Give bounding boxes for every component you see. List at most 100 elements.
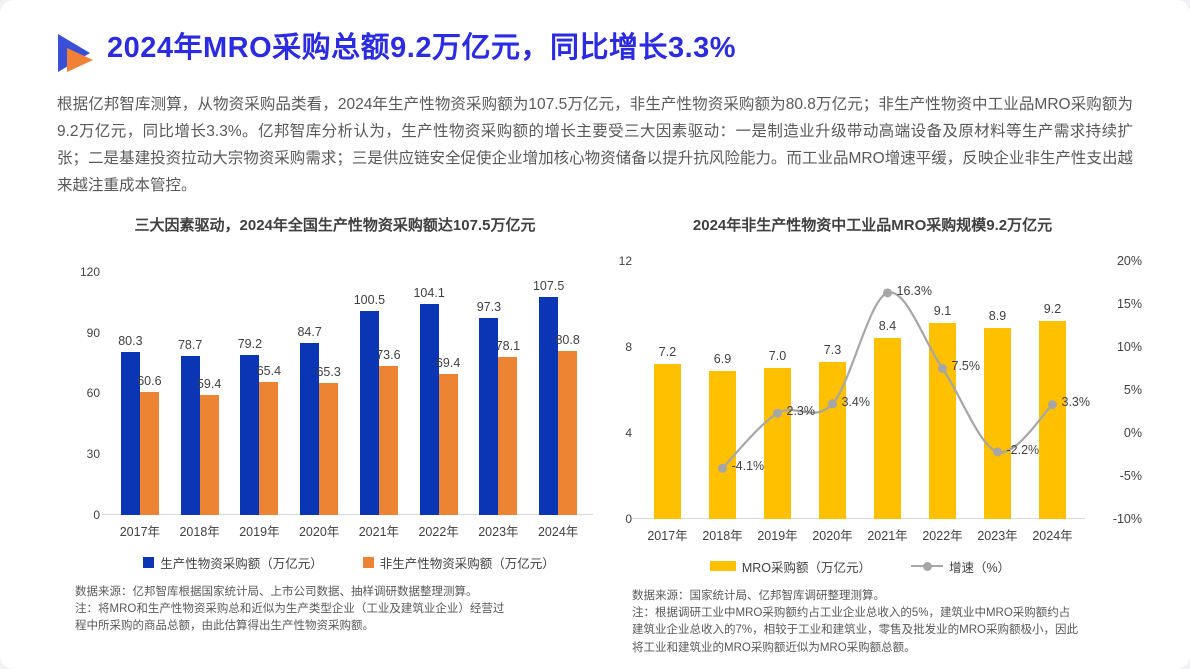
bar-productive bbox=[120, 352, 140, 515]
bar-productive bbox=[539, 297, 559, 515]
legend-label: 非生产性物资采购额（万亿元） bbox=[379, 556, 555, 571]
bar-value-label: 104.1 bbox=[413, 286, 445, 301]
x-axis-label: 2024年 bbox=[537, 524, 579, 539]
y-axis-right-tick: 10% bbox=[1116, 339, 1142, 354]
page-title: 2024年MRO采购总额9.2万亿元，同比增长3.3% bbox=[107, 32, 737, 64]
growth-point-label: 3.3% bbox=[1061, 395, 1091, 410]
intro-paragraph: 根据亿邦智库测算，从物资采购品类看，2024年生产性物资采购额为107.5万亿元… bbox=[57, 96, 1133, 194]
left-chart-source-note: 数据来源：亿邦智库根据国家统计局、上市公司数据、抽样调研数据整理测算。 注：将M… bbox=[75, 585, 505, 633]
bar-value-label: 79.2 bbox=[237, 336, 263, 351]
bar-productive bbox=[419, 304, 439, 515]
growth-line-marker bbox=[773, 408, 782, 418]
bar-value-label: 78.7 bbox=[177, 337, 203, 352]
bar-mro bbox=[929, 323, 956, 519]
growth-line-marker bbox=[938, 363, 947, 373]
y-axis-right-tick: 0% bbox=[1123, 425, 1142, 440]
growth-line-marker bbox=[993, 447, 1002, 457]
y-axis-left-tick: 4 bbox=[625, 425, 632, 440]
bar-value-label: 97.3 bbox=[476, 299, 502, 314]
growth-line-marker bbox=[883, 288, 892, 298]
bar-value-label: 80.8 bbox=[555, 333, 580, 348]
x-axis-label: 2022年 bbox=[418, 524, 459, 539]
x-axis-label: 2020年 bbox=[812, 528, 853, 543]
legend-line-marker-icon bbox=[911, 561, 944, 571]
bar-value-label: 7.3 bbox=[823, 342, 842, 357]
bar-value-label: 9.1 bbox=[933, 304, 952, 319]
growth-point-label: 7.5% bbox=[951, 359, 981, 374]
bar-productive bbox=[180, 355, 200, 515]
play-triangles-icon bbox=[57, 34, 95, 79]
bar-value-label: 7.2 bbox=[658, 345, 677, 360]
growth-point-label: 16.3% bbox=[896, 283, 932, 298]
bar-value-label: 60.6 bbox=[137, 374, 162, 389]
legend-item: 生产性物资采购额（万亿元） bbox=[143, 553, 323, 572]
bar-mro bbox=[764, 368, 791, 519]
mro-chart-panel: 2024年非生产性物资中工业品MRO采购规模9.2万亿元 0 4 8 12 -10% -5… bbox=[610, 216, 1142, 657]
x-axis-label: 2018年 bbox=[179, 524, 220, 539]
bar-nonproductive bbox=[498, 356, 518, 515]
left-chart-x-axis: 2017年 2018年 2019年 2020年 2021年 2022年 2023年 2024年 bbox=[110, 524, 588, 541]
bar-value-label: 100.5 bbox=[353, 293, 386, 308]
x-axis-label: 2017年 bbox=[647, 528, 688, 543]
bar-value-label: 8.4 bbox=[878, 319, 897, 334]
x-axis-label: 2017年 bbox=[119, 524, 161, 539]
left-chart: 0 30 60 90 120 80.3 78.7 79.2 84.7 100.5 104.1 97.3… bbox=[80, 265, 593, 572]
bar-mro bbox=[1039, 321, 1066, 519]
left-chart-plot: 0 30 60 90 120 80.3 78.7 79.2 84.7 100.5 104.1 97.3… bbox=[80, 265, 593, 522]
x-axis-line bbox=[102, 513, 593, 515]
growth-point-label: -2.2% bbox=[1006, 442, 1040, 457]
growth-point-label: -4.1% bbox=[731, 459, 765, 474]
bar-value-label: 6.9 bbox=[713, 351, 732, 366]
y-axis-tick: 90 bbox=[86, 325, 100, 340]
right-chart-legend: MRO采购额（万亿元） 增速（%） bbox=[640, 557, 1080, 576]
y-axis-left-tick: 0 bbox=[625, 511, 632, 526]
bar-value-label: 65.4 bbox=[256, 364, 282, 379]
y-axis-right-tick: 5% bbox=[1123, 382, 1142, 397]
header: 2024年MRO采购总额9.2万亿元，同比增长3.3% bbox=[0, 0, 1190, 79]
bar-value-label: 59.4 bbox=[196, 376, 222, 391]
bar-mro bbox=[709, 370, 736, 519]
bar-nonproductive bbox=[319, 382, 339, 515]
bar-mro bbox=[654, 364, 681, 519]
bar-value-label: 73.6 bbox=[376, 347, 401, 362]
growth-line-path bbox=[721, 291, 1054, 469]
bar-productive bbox=[359, 311, 379, 515]
x-axis-label: 2018年 bbox=[702, 528, 743, 543]
legend-label: MRO采购额（万亿元） bbox=[741, 560, 872, 575]
x-axis-label: 2021年 bbox=[867, 528, 908, 543]
bar-nonproductive bbox=[558, 351, 578, 515]
bar-nonproductive bbox=[378, 365, 398, 515]
x-axis-label: 2019年 bbox=[757, 528, 798, 543]
bar-value-label: 9.2 bbox=[1043, 302, 1062, 317]
y-axis-left-tick: 8 bbox=[625, 339, 632, 354]
x-axis-label: 2023年 bbox=[977, 528, 1018, 543]
left-chart-legend: 生产性物资采购额（万亿元） 非生产性物资采购额（万亿元） bbox=[110, 553, 588, 572]
legend-item: 非生产性物资采购额（万亿元） bbox=[362, 553, 555, 572]
bar-value-label: 65.3 bbox=[316, 364, 341, 379]
bar-productive bbox=[479, 317, 499, 515]
growth-line-marker bbox=[1048, 399, 1057, 409]
right-chart: 0 4 8 12 -10% -5% 0% 5% 10% 15% 20% 7.2 6.9 7.0 7.3 8.4… bbox=[619, 254, 1142, 576]
bar-value-label: 78.1 bbox=[495, 338, 521, 353]
y-axis-right-tick: -10% bbox=[1112, 511, 1142, 526]
bar-value-label: 7.0 bbox=[768, 349, 787, 364]
x-axis-label: 2024年 bbox=[1032, 528, 1073, 543]
legend-label: 生产性物资采购额（万亿元） bbox=[160, 556, 323, 571]
left-chart-title: 三大因素驱动，2024年全国生产性物资采购额达107.5万亿元 bbox=[134, 216, 536, 234]
legend-swatch bbox=[709, 561, 736, 572]
bar-nonproductive bbox=[259, 382, 279, 515]
y-axis-right-tick: 20% bbox=[1116, 253, 1142, 268]
bar-nonproductive bbox=[139, 392, 159, 515]
right-chart-x-axis: 2017年 2018年 2019年 2020年 2021年 2022年 2023年 2024年 bbox=[640, 528, 1080, 545]
y-axis-right-tick: 15% bbox=[1116, 296, 1142, 311]
bar-value-label: 107.5 bbox=[532, 279, 565, 294]
legend-swatch bbox=[362, 556, 374, 568]
right-chart-source-note: 数据来源：国家统计局、亿邦智库调研整理测算。 注：根据调研工业中MRO采购额约占… bbox=[632, 589, 1078, 654]
growth-line-marker bbox=[828, 399, 837, 409]
legend-item: MRO采购额（万亿元） bbox=[709, 557, 872, 576]
y-axis-tick: 30 bbox=[86, 447, 100, 462]
bar-nonproductive bbox=[438, 374, 458, 515]
growth-point-label: 3.4% bbox=[841, 394, 871, 409]
growth-point-label: 2.3% bbox=[786, 404, 816, 419]
